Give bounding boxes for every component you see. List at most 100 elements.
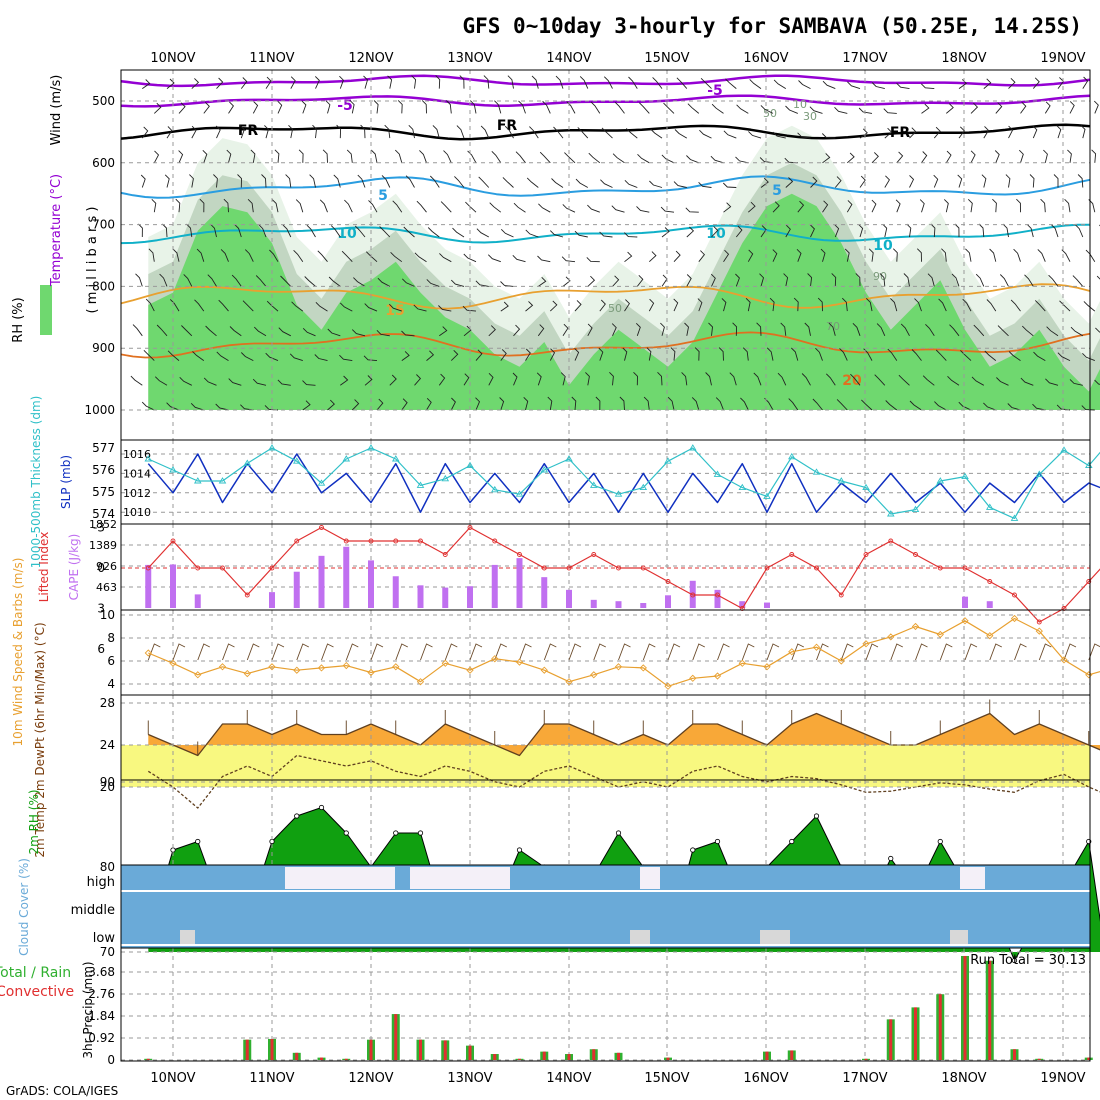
wind-barb xyxy=(622,347,628,361)
wind-barb xyxy=(390,251,403,263)
wind-barb xyxy=(186,223,193,238)
wind-barb xyxy=(351,399,360,411)
wind-barb xyxy=(192,351,205,361)
wind-barb xyxy=(463,253,477,263)
cape-axis-label: CAPE (J/kg) xyxy=(67,534,81,601)
date-label-bottom: 10NOV xyxy=(150,1071,195,1086)
wind-barb xyxy=(643,396,650,411)
surface-wind-barb xyxy=(246,643,260,661)
wind-barb xyxy=(1069,101,1075,114)
rh-marker xyxy=(516,847,523,853)
lifted-index-marker xyxy=(145,565,151,571)
wind-barb xyxy=(810,224,815,238)
wind-barb xyxy=(694,347,700,361)
wind-barb xyxy=(1020,101,1027,114)
low-cloud-gap xyxy=(180,930,195,944)
wind-barb xyxy=(652,77,663,89)
wind-barb xyxy=(1072,275,1084,287)
rh2m-tick-label: 80 xyxy=(100,860,115,874)
wind-barb xyxy=(611,323,617,336)
wind-barb xyxy=(237,174,242,188)
temperature-line xyxy=(148,712,1100,757)
wind-barb xyxy=(1029,174,1035,188)
wind-barb xyxy=(930,223,936,238)
wind-barb xyxy=(1081,405,1095,411)
surface-wind-barb xyxy=(568,643,582,661)
wind-barb xyxy=(661,227,670,238)
precip-convective-bar xyxy=(468,1045,472,1060)
wind-barb xyxy=(892,248,898,262)
wind-speed-marker xyxy=(144,649,152,657)
contour-label: 5 xyxy=(772,183,782,199)
thickness-tick-label: 574 xyxy=(92,507,115,521)
rh-contour-label: 70 xyxy=(826,320,840,333)
temperature-contour-minus5-upper xyxy=(120,74,1091,88)
high-cloud-gap xyxy=(285,867,395,889)
wind-speed-marker xyxy=(293,666,301,674)
precip-convective-bar xyxy=(963,955,967,1060)
wind-barb xyxy=(788,398,799,411)
wind-barb xyxy=(766,347,774,361)
wind-barb xyxy=(745,297,751,312)
lifted-index-marker xyxy=(913,552,918,557)
wind-barb xyxy=(1013,248,1021,262)
wind-barb xyxy=(317,250,328,262)
wind-barb xyxy=(1043,149,1048,163)
thickness-marker xyxy=(367,444,375,451)
cape-bar xyxy=(962,596,968,608)
precip-convective-bar xyxy=(1087,1057,1091,1060)
thickness-marker xyxy=(540,466,549,473)
wind-barb xyxy=(247,198,254,213)
wind-barb xyxy=(166,126,173,139)
wind-barb xyxy=(735,225,743,238)
precip-convective-bar xyxy=(1013,1049,1016,1060)
rh-marker xyxy=(417,830,424,836)
wind-barb xyxy=(575,178,589,188)
wind-barb xyxy=(439,253,452,263)
wind-barb xyxy=(454,176,465,188)
wind-barb xyxy=(502,177,514,188)
wind-barb xyxy=(921,103,930,114)
wind-barb xyxy=(900,323,910,337)
wind-barb xyxy=(1048,274,1059,287)
wind-barb xyxy=(1082,76,1089,89)
footer-credit: GrADS: COLA/IGES xyxy=(6,1084,118,1098)
cape-bar xyxy=(566,589,572,608)
wind-barb xyxy=(1091,149,1097,163)
date-label-top: 15NOV xyxy=(644,51,689,66)
wind-barb xyxy=(327,328,341,337)
wind-barb xyxy=(488,325,496,337)
temp2m-tick-label: 24 xyxy=(100,738,115,752)
wind-barb xyxy=(1021,325,1034,337)
rh-marker xyxy=(937,838,943,845)
cape-bar xyxy=(640,603,647,608)
wind-barb xyxy=(258,224,267,238)
cape-bar xyxy=(467,586,473,608)
wind-barb xyxy=(440,201,452,213)
lifted-index-marker xyxy=(170,538,176,544)
wind-barb xyxy=(686,274,692,287)
cape-panel-frame xyxy=(120,523,1091,611)
wind-barb xyxy=(277,379,291,386)
wind-barb xyxy=(456,125,465,139)
thickness-marker xyxy=(441,474,450,482)
wind-barb xyxy=(432,125,440,139)
wind-barb xyxy=(397,100,403,114)
wind-speed-marker xyxy=(392,663,400,671)
wind-barb xyxy=(231,274,242,287)
wind-barb xyxy=(887,348,898,361)
precip-run-total: Run Total = 30.13 xyxy=(970,953,1086,968)
thickness-marker xyxy=(218,477,227,484)
wind-barb xyxy=(571,396,577,411)
wind-barb xyxy=(934,401,947,411)
wind-barb xyxy=(735,273,740,287)
date-label-bottom: 19NOV xyxy=(1040,1071,1085,1086)
wind-barb xyxy=(210,223,217,238)
wind-barb xyxy=(691,397,700,411)
wind-barb xyxy=(859,175,866,188)
temp2m-axis-label: 2m Temp 2m DewPt (6hr Min/Max) (°C) xyxy=(33,622,47,857)
date-label-bottom: 18NOV xyxy=(941,1071,986,1086)
date-label-bottom: 11NOV xyxy=(249,1071,294,1086)
wind-barb xyxy=(536,372,542,386)
wind-barb xyxy=(1018,149,1024,163)
